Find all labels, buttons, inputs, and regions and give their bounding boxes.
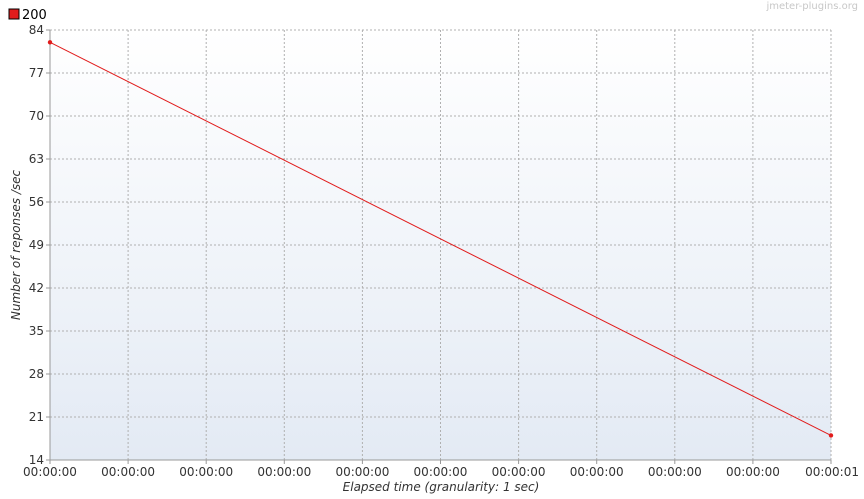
y-tick-label: 77 (29, 66, 44, 80)
legend-swatch-200 (8, 8, 20, 20)
x-tick-label: 00:00:00 (648, 465, 702, 479)
legend-label-200: 200 (22, 8, 47, 23)
series (47, 40, 834, 438)
plot-area (50, 30, 831, 460)
y-ticks: 84 77 70 63 56 49 42 35 28 21 14 (29, 23, 50, 467)
x-tick-label: 00:00:01 (805, 465, 859, 479)
x-axis-title: Elapsed time (granularity: 1 sec) (343, 480, 540, 494)
y-tick-label: 28 (29, 367, 44, 381)
y-tick-label: 42 (29, 281, 44, 295)
y-axis-title: Number of reponses /sec (9, 169, 23, 320)
x-tick-label: 00:00:00 (570, 465, 624, 479)
data-point (828, 433, 834, 438)
y-tick-label: 21 (29, 410, 44, 424)
y-tick-label: 49 (29, 238, 44, 252)
x-tick-label: 00:00:00 (414, 465, 468, 479)
data-point (47, 40, 53, 45)
y-tick-label: 70 (29, 109, 44, 123)
y-tick-label: 84 (29, 23, 44, 37)
x-ticks: 00:00:00 00:00:00 00:00:00 00:00:00 00:00:00… (23, 460, 859, 479)
x-tick-label: 00:00:00 (335, 465, 389, 479)
x-tick-label: 00:00:00 (179, 465, 233, 479)
x-tick-label: 00:00:00 (23, 465, 77, 479)
y-tick-label: 63 (29, 152, 44, 166)
x-tick-label: 00:00:00 (257, 465, 311, 479)
legend: 200 (8, 8, 47, 23)
y-tick-label: 35 (29, 324, 44, 338)
x-tick-label: 00:00:00 (101, 465, 155, 479)
watermark: jmeter-plugins.org (765, 1, 858, 12)
x-tick-label: 00:00:00 (492, 465, 546, 479)
x-tick-label: 00:00:00 (726, 465, 780, 479)
series-line-200 (49, 41, 832, 436)
y-tick-label: 14 (29, 453, 44, 467)
y-tick-label: 56 (29, 195, 44, 209)
